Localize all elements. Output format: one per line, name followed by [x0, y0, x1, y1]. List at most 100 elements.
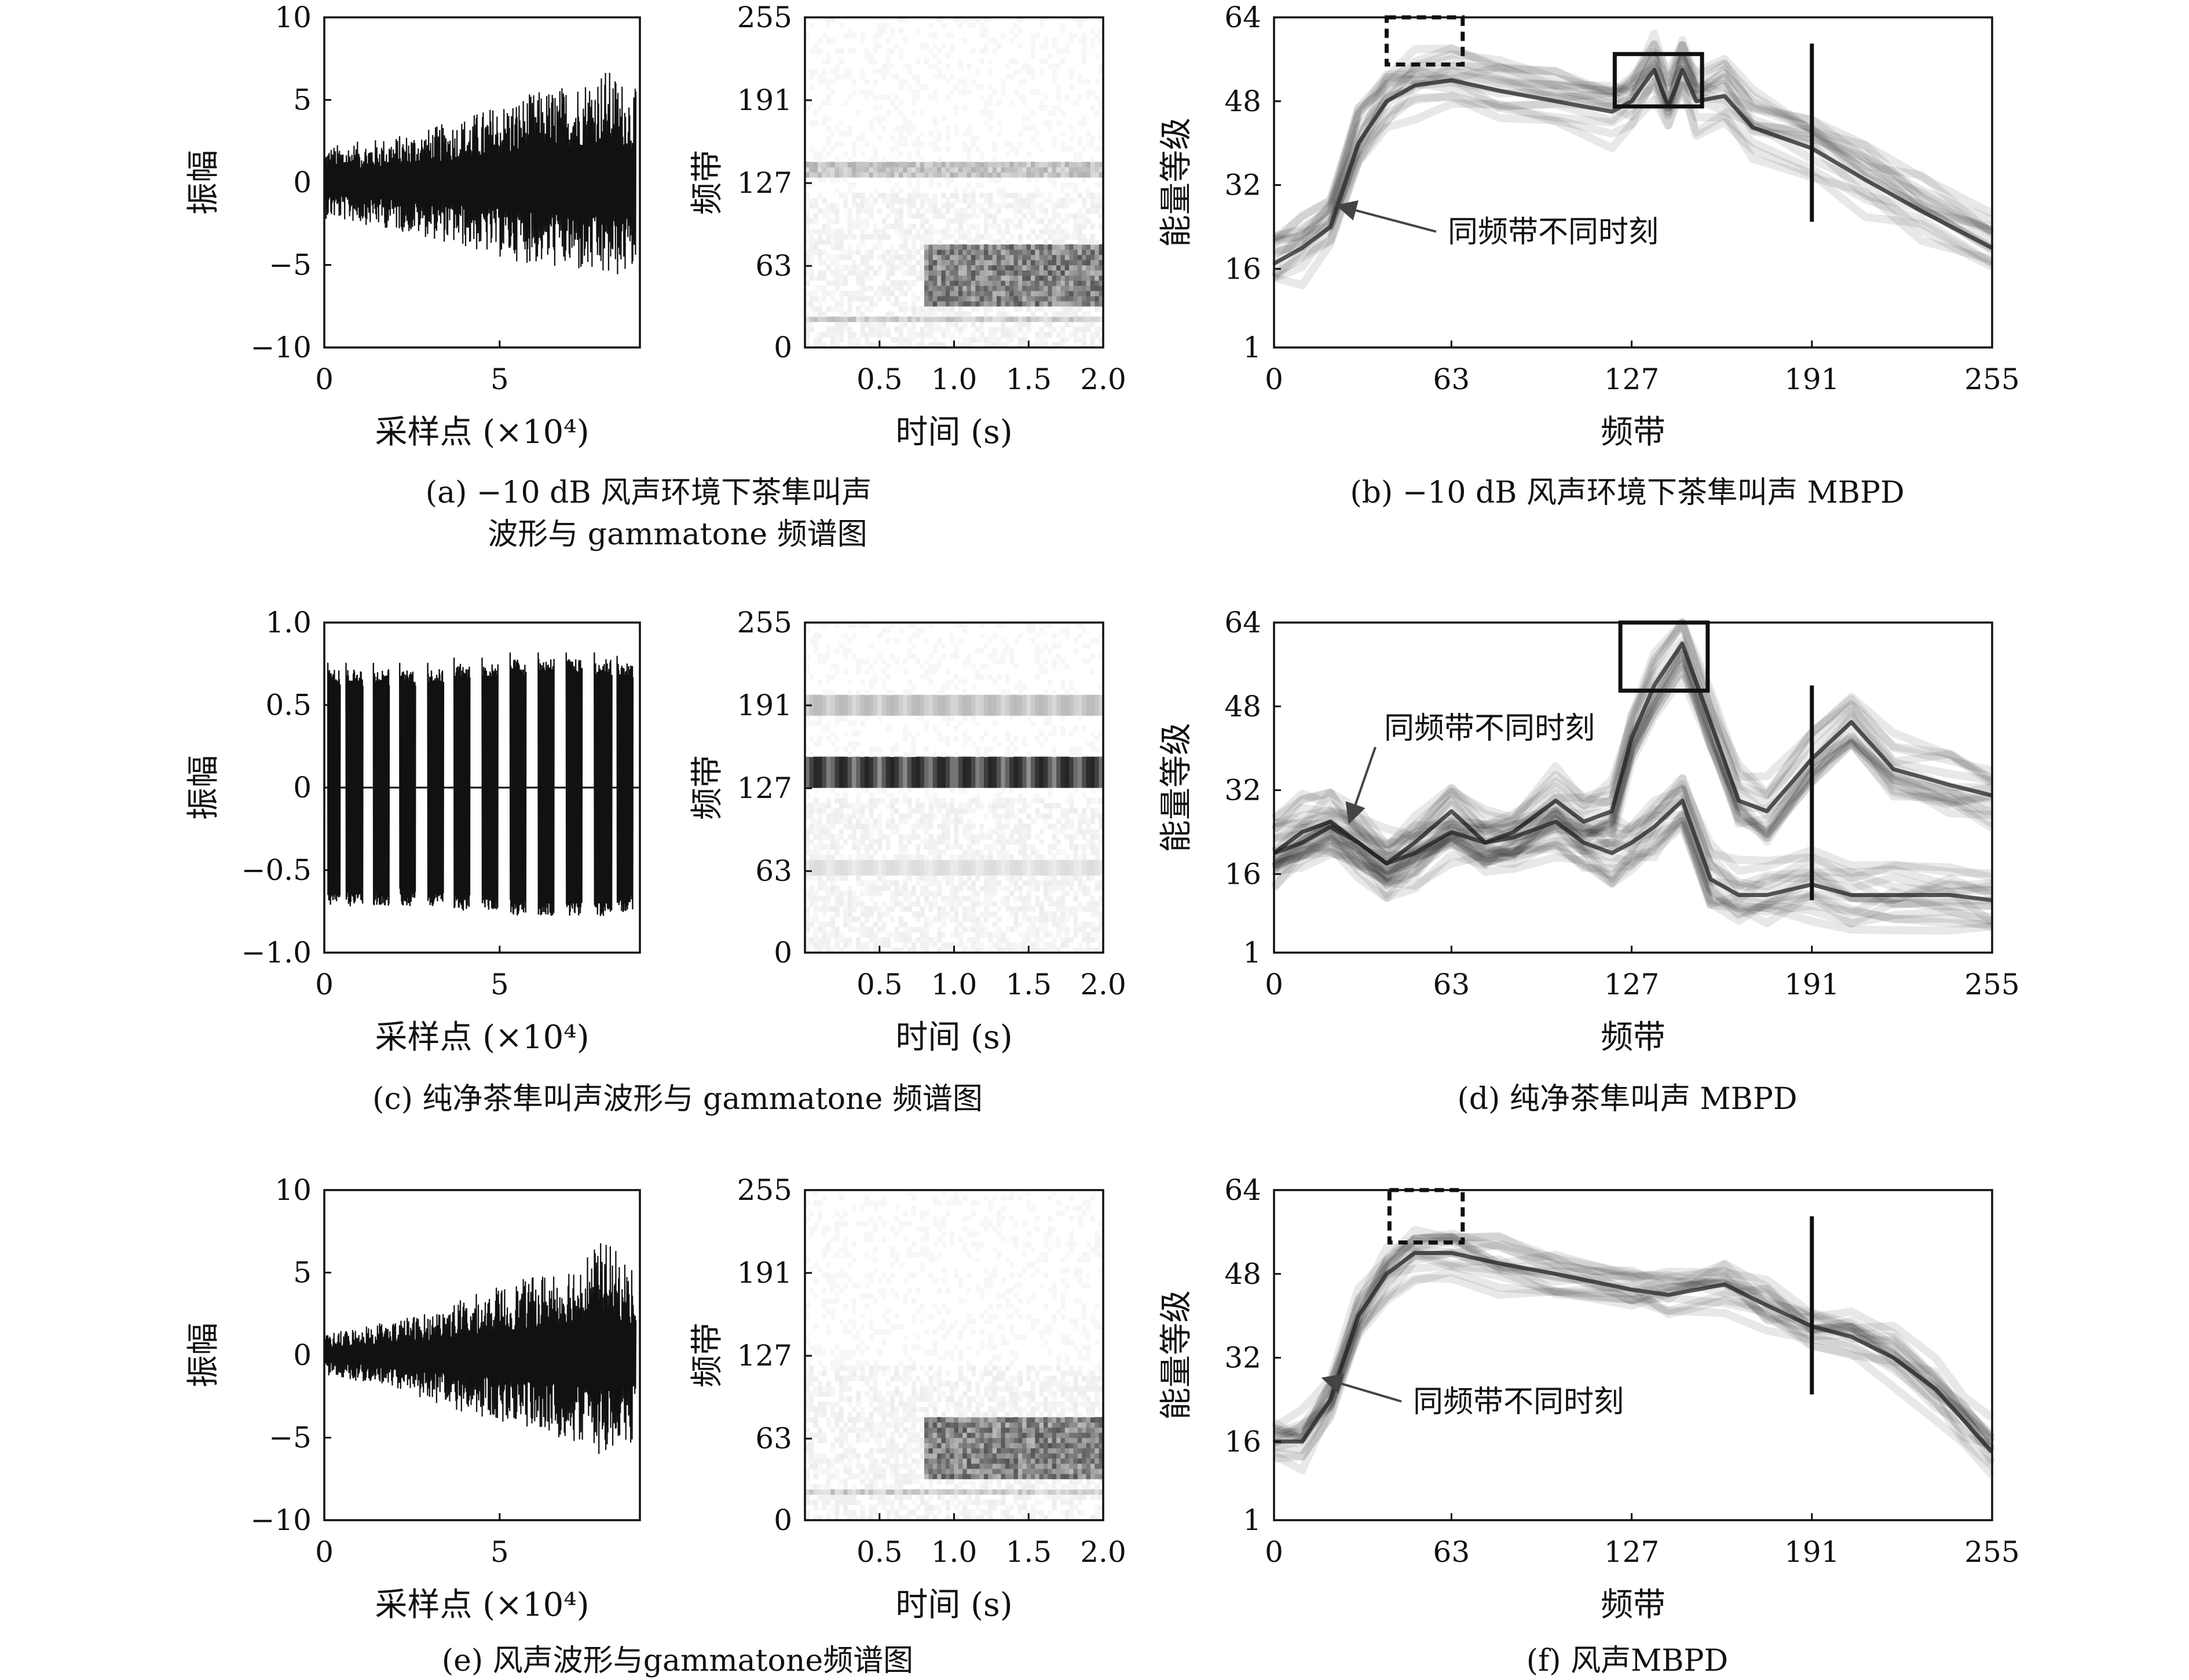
- spectrogram-cell-4-30-47: [932, 705, 938, 711]
- spectrogram-cell-1-60-22: [1060, 229, 1066, 235]
- spectrogram-cell-1-24-33: [907, 172, 912, 178]
- spectrogram-cell-1-6-26: [830, 208, 836, 214]
- spectrogram-cell-4-5-41: [826, 735, 831, 742]
- spectrogram-cell-1-53-29: [1030, 192, 1035, 199]
- x-tick-label-4-0: 0.5: [856, 968, 903, 1001]
- spectrogram-cell-1-33-51: [945, 79, 950, 85]
- spectrogram-cell-4-33-45: [945, 715, 950, 721]
- spectrogram-cell-1-64-62: [1077, 22, 1082, 28]
- spectrogram-cell-1-37-30: [962, 187, 968, 193]
- spectrogram-cell-4-5-3: [826, 932, 831, 938]
- spectrogram-cell-1-35-25: [954, 213, 959, 219]
- spectrogram-cell-1-3-36: [818, 156, 823, 162]
- spectrogram-cell-4-16-21: [873, 839, 878, 845]
- spectrogram-cell-4-11-44: [851, 720, 856, 726]
- spectrogram-cell-4-49-49: [1013, 694, 1019, 701]
- spectrogram-cell-4-40-28: [975, 803, 980, 809]
- spectrogram-cell-4-27-26: [920, 813, 925, 819]
- spectrogram-cell-4-38-33: [967, 777, 972, 783]
- spectrogram-cell-4-54-19: [1035, 849, 1040, 855]
- spectrogram-cell-4-11-57: [851, 653, 856, 659]
- spectrogram-cell-4-25-4: [911, 927, 916, 932]
- spectrogram-cell-1-24-50: [907, 84, 912, 90]
- spectrogram-cell-1-47-29: [1005, 192, 1010, 199]
- spectrogram-cell-4-47-28: [1005, 803, 1010, 809]
- spectrogram-cell-1-67-20: [1090, 239, 1095, 245]
- spectrogram-cell-1-27-17: [920, 254, 925, 261]
- spectrogram-cell-1-69-23: [1099, 224, 1104, 229]
- spectrogram-cell-4-1-16: [809, 865, 814, 871]
- spectrogram-cell-1-45-19: [997, 244, 1002, 250]
- spectrogram-cell-1-60-28: [1060, 197, 1066, 204]
- spectrogram-cell-1-19-29: [885, 192, 891, 199]
- spectrogram-cell-4-61-17: [1064, 859, 1070, 866]
- spectrogram-cell-1-40-12: [975, 280, 980, 286]
- spectrogram-cell-4-30-34: [932, 772, 938, 778]
- spectrogram-cell-1-56-25: [1044, 213, 1048, 219]
- spectrogram-cell-4-48-37: [1009, 756, 1015, 763]
- spectrogram-cell-4-29-26: [928, 813, 934, 819]
- spectrogram-cell-4-8-20: [839, 844, 844, 850]
- spectrogram-cell-4-15-28: [869, 803, 874, 809]
- x-tick-label-1-0: 0.5: [856, 363, 903, 396]
- spectrogram-cell-4-67-27: [1090, 808, 1095, 814]
- spectrogram-cell-1-18-33: [881, 172, 887, 178]
- spectrogram-cell-1-19-17: [885, 254, 891, 261]
- spectrogram-cell-4-48-8: [1009, 906, 1015, 912]
- spectrogram-cell-1-49-62: [1013, 22, 1019, 28]
- spectrogram-cell-4-47-47: [1005, 705, 1010, 711]
- spectrogram-cell-4-56-6: [1044, 916, 1048, 923]
- spectrogram-cell-4-67-16: [1090, 865, 1095, 871]
- spectrogram-cell-1-20-60: [890, 32, 895, 39]
- spectrogram-cell-1-16-2: [873, 332, 878, 338]
- spectrogram-cell-4-6-49: [830, 694, 836, 701]
- spectrogram-cell-1-64-33: [1077, 172, 1082, 178]
- spectrogram-cell-1-45-27: [997, 203, 1002, 209]
- spectrogram-cell-1-66-6: [1086, 311, 1091, 317]
- spectrogram-cell-4-20-32: [890, 782, 895, 788]
- spectrogram-cell-4-64-25: [1077, 818, 1082, 824]
- spectrogram-cell-4-33-9: [945, 901, 950, 907]
- spectrogram-cell-1-43-15: [988, 265, 993, 270]
- spectrogram-cell-1-16-14: [873, 270, 878, 276]
- spectrogram-cell-4-50-25: [1017, 818, 1023, 824]
- spectrogram-cell-1-11-60: [851, 32, 856, 39]
- spectrogram-cell-1-50-3: [1017, 327, 1023, 332]
- spectrogram-cell-4-27-62: [920, 627, 925, 634]
- spectrogram-cell-4-29-29: [928, 797, 934, 804]
- spectrogram-cell-1-33-12: [945, 280, 950, 286]
- spectrogram-cell-1-65-10: [1082, 291, 1087, 297]
- spectrogram-cell-4-14-8: [865, 906, 869, 912]
- spectrogram-cell-1-44-38: [992, 146, 997, 152]
- spectrogram-cell-4-69-6: [1099, 916, 1104, 923]
- spectrogram-cell-4-37-50: [962, 689, 968, 696]
- spectrogram-cell-1-48-18: [1009, 249, 1015, 255]
- spectrogram-cell-1-39-12: [971, 280, 976, 286]
- spectrogram-cell-4-63-37: [1073, 756, 1078, 763]
- spectrogram-cell-1-44-11: [992, 286, 997, 291]
- spectrogram-cell-1-55-0: [1039, 342, 1044, 348]
- spectrogram-cell-4-25-36: [911, 762, 916, 767]
- spectrogram-cell-1-5-20: [826, 239, 831, 245]
- spectrogram-cell-4-61-11: [1064, 891, 1070, 896]
- spectrogram-cell-4-3-44: [818, 720, 823, 726]
- spectrogram-cell-4-62-17: [1069, 859, 1074, 866]
- spectrogram-cell-4-41-28: [979, 803, 984, 809]
- spectrogram-cell-1-28-14: [924, 270, 929, 276]
- spectrogram-cell-1-23-44: [903, 115, 908, 121]
- spectrogram-cell-4-4-5: [822, 921, 827, 928]
- spectrogram-cell-4-2-58: [813, 648, 818, 654]
- spectrogram-cell-1-36-28: [958, 197, 963, 204]
- spectrogram-cell-4-14-22: [865, 834, 869, 840]
- spectrogram-cell-1-12-45: [856, 110, 861, 116]
- spectrogram-cell-4-14-48: [865, 700, 869, 706]
- spectrogram-cell-1-41-3: [979, 327, 984, 332]
- spectrogram-cell-1-60-30: [1060, 187, 1066, 193]
- spectrogram-cell-4-24-2: [907, 937, 912, 943]
- spectrogram-cell-1-49-17: [1013, 254, 1019, 261]
- spectrogram-cell-4-25-41: [911, 735, 916, 742]
- spectrogram-cell-4-3-40: [818, 741, 823, 747]
- spectrogram-cell-4-54-59: [1035, 643, 1040, 649]
- spectrogram-cell-4-45-48: [997, 700, 1002, 706]
- spectrogram-cell-4-39-4: [971, 927, 976, 932]
